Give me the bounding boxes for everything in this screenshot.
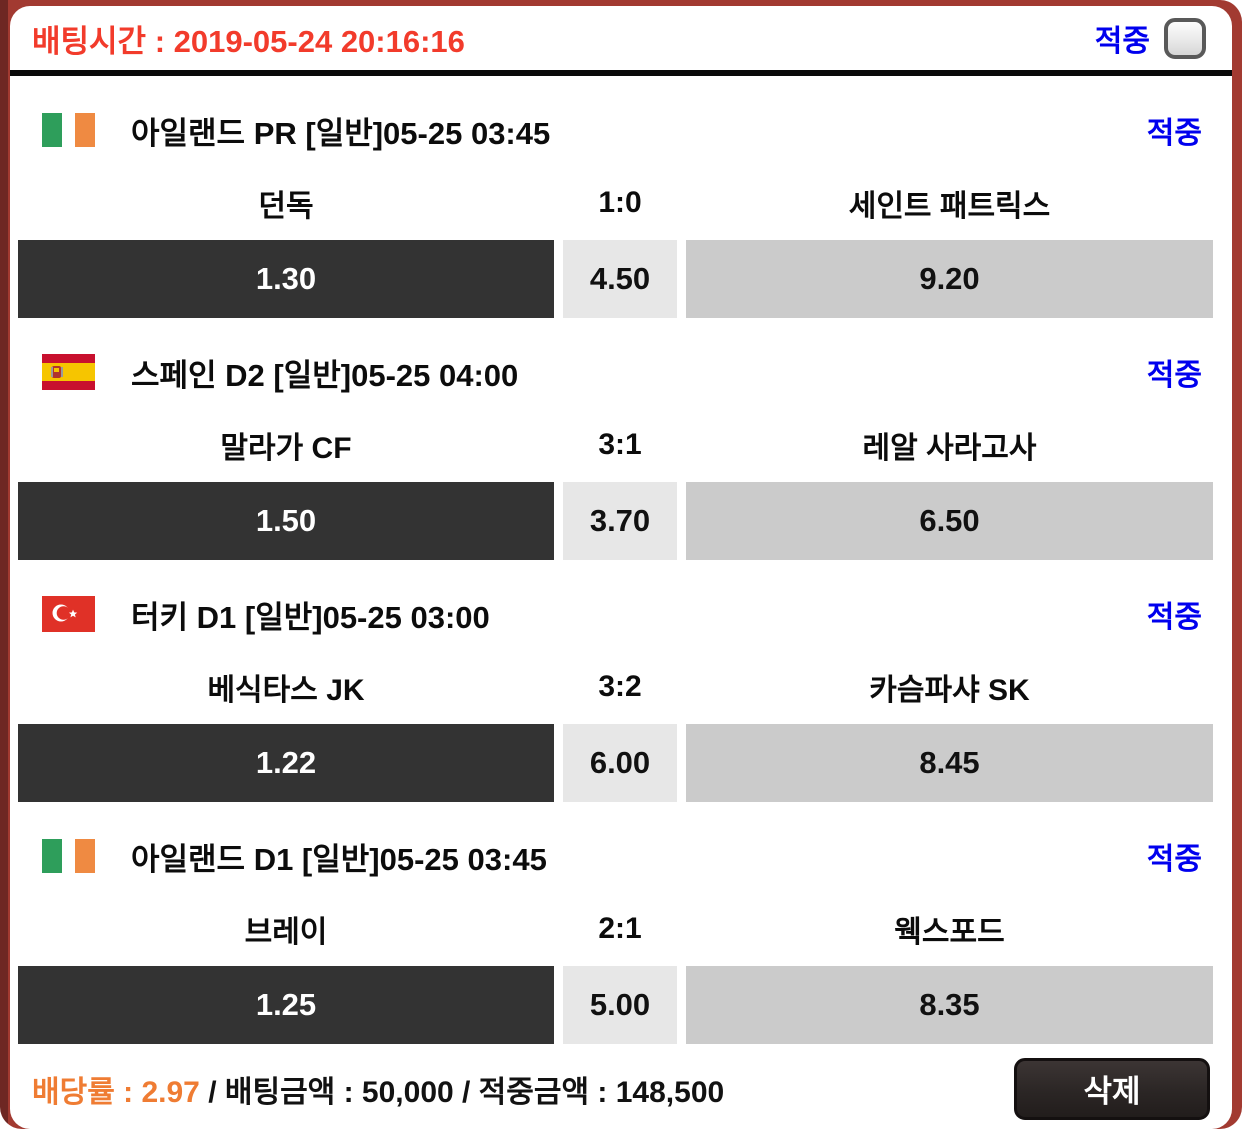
match-score: 3:2	[598, 670, 642, 703]
away-team-name: 세인트 패트릭스	[848, 190, 1051, 223]
hit-status-badge: 적중	[1146, 843, 1202, 876]
league-row: 스페인 D2 [일반]05-25 04:00 적중	[10, 338, 1232, 406]
league-row: 아일랜드 D1 [일반]05-25 03:45 적중	[10, 822, 1232, 890]
spain-flag-icon	[42, 354, 95, 390]
teams-row: 던독 1:0 세인트 패트릭스	[10, 174, 1232, 232]
turkey-flag-icon	[42, 596, 95, 632]
match-score: 2:1	[598, 912, 642, 945]
home-team-name: 말라가 CF	[220, 432, 352, 465]
bet-slip-header: 배팅시간 : 2019-05-24 20:16:16 적중	[10, 6, 1232, 70]
match-block: 아일랜드 D1 [일반]05-25 03:45 적중 브레이 2:1 웩스포드 …	[10, 822, 1232, 1044]
home-odds-selected: 1.25	[18, 966, 554, 1044]
match-block: 아일랜드 PR [일반]05-25 03:45 적중 던독 1:0 세인트 패트…	[10, 96, 1232, 318]
hit-label: 적중	[1094, 25, 1150, 58]
draw-odds: 5.00	[563, 966, 677, 1044]
away-odds: 8.35	[686, 966, 1213, 1044]
odds-row: 1.22 6.00 8.45	[10, 724, 1232, 802]
match-score: 1:0	[598, 186, 642, 219]
league-row: 터키 D1 [일반]05-25 03:00 적중	[10, 580, 1232, 648]
away-team-name: 웩스포드	[894, 916, 1005, 949]
odds-row: 1.50 3.70 6.50	[10, 482, 1232, 560]
draw-odds: 4.50	[563, 240, 677, 318]
bet-time-text: 배팅시간 : 2019-05-24 20:16:16	[32, 23, 465, 59]
away-team-name: 레알 사라고사	[862, 432, 1037, 465]
header-divider	[10, 70, 1232, 76]
odds-row: 1.30 4.50 9.20	[10, 240, 1232, 318]
odds-row: 1.25 5.00 8.35	[10, 966, 1232, 1044]
league-row: 아일랜드 PR [일반]05-25 03:45 적중	[10, 96, 1232, 164]
away-odds: 9.20	[686, 240, 1213, 318]
hit-status-badge: 적중	[1146, 359, 1202, 392]
header-right: 적중	[1095, 16, 1206, 60]
ireland-flag-icon	[42, 839, 95, 873]
away-odds: 8.45	[686, 724, 1213, 802]
league-name: 아일랜드 PR [일반]05-25 03:45	[131, 115, 551, 151]
home-odds-selected: 1.30	[18, 240, 554, 318]
bet-slip-card: 배팅시간 : 2019-05-24 20:16:16 적중 아일랜드 PR [일…	[10, 6, 1232, 1129]
league-name: 터키 D1 [일반]05-25 03:00	[131, 599, 490, 635]
amounts-text: / 배팅금액 : 50,000 / 적중금액 : 148,500	[199, 1075, 725, 1109]
bet-summary: 배당률 : 2.97 / 배팅금액 : 50,000 / 적중금액 : 148,…	[32, 1067, 724, 1111]
home-team-name: 던독	[258, 190, 314, 223]
home-odds-selected: 1.50	[18, 482, 554, 560]
away-odds: 6.50	[686, 482, 1213, 560]
home-team-name: 베식타스 JK	[207, 674, 365, 707]
match-block: 터키 D1 [일반]05-25 03:00 적중 베식타스 JK 3:2 카슴파…	[10, 580, 1232, 802]
total-odds-text: 배당률 : 2.97	[32, 1075, 200, 1109]
home-team-name: 브레이	[244, 916, 328, 949]
delete-button[interactable]: 삭제	[1014, 1057, 1210, 1120]
match-block: 스페인 D2 [일반]05-25 04:00 적중 말라가 CF 3:1 레알 …	[10, 338, 1232, 560]
league-name: 스페인 D2 [일반]05-25 04:00	[131, 357, 519, 393]
teams-row: 브레이 2:1 웩스포드	[10, 900, 1232, 958]
league-name: 아일랜드 D1 [일반]05-25 03:45	[131, 841, 547, 877]
away-team-name: 카슴파샤 SK	[869, 674, 1030, 707]
match-score: 3:1	[598, 428, 642, 461]
hit-checkbox[interactable]	[1164, 17, 1206, 59]
ireland-flag-icon	[42, 113, 95, 147]
draw-odds: 3.70	[563, 482, 677, 560]
hit-status-badge: 적중	[1146, 601, 1202, 634]
home-odds-selected: 1.22	[18, 724, 554, 802]
bet-slip-footer: 배당률 : 2.97 / 배팅금액 : 50,000 / 적중금액 : 148,…	[10, 1046, 1232, 1129]
hit-status-badge: 적중	[1146, 117, 1202, 150]
teams-row: 말라가 CF 3:1 레알 사라고사	[10, 416, 1232, 474]
draw-odds: 6.00	[563, 724, 677, 802]
teams-row: 베식타스 JK 3:2 카슴파샤 SK	[10, 658, 1232, 716]
